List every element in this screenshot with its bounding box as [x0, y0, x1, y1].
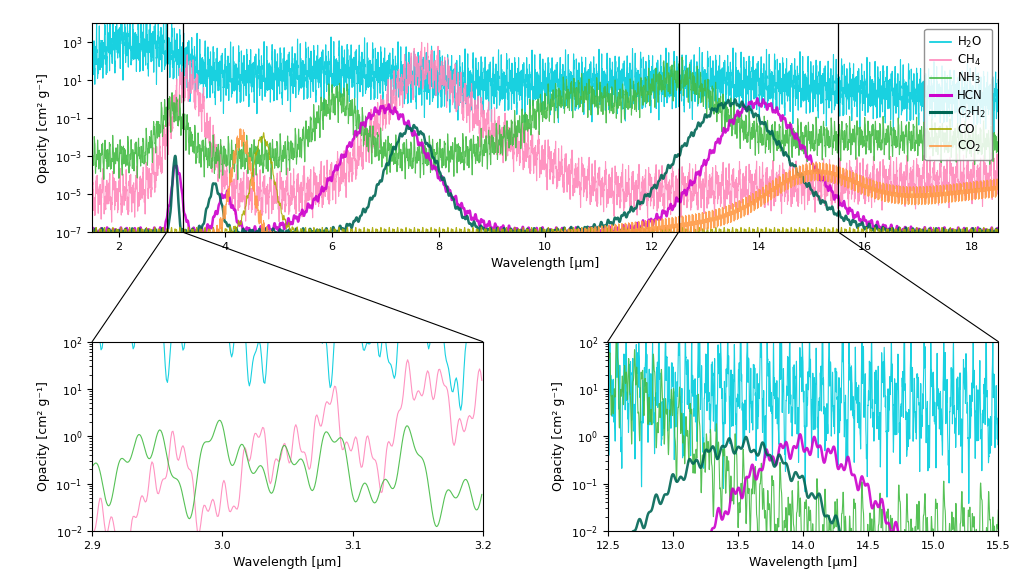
X-axis label: Wavelength [μm]: Wavelength [μm] [492, 257, 599, 271]
X-axis label: Wavelength [μm]: Wavelength [μm] [233, 556, 342, 569]
Y-axis label: Opacity [cm² g⁻¹]: Opacity [cm² g⁻¹] [37, 381, 50, 491]
Y-axis label: Opacity [cm² g⁻¹]: Opacity [cm² g⁻¹] [37, 73, 50, 182]
X-axis label: Wavelength [μm]: Wavelength [μm] [749, 556, 857, 569]
Y-axis label: Opacity [cm² g⁻¹]: Opacity [cm² g⁻¹] [553, 381, 565, 491]
Legend: H$_2$O, CH$_4$, NH$_3$, HCN, C$_2$H$_2$, CO, CO$_2$: H$_2$O, CH$_4$, NH$_3$, HCN, C$_2$H$_2$,… [925, 29, 992, 160]
